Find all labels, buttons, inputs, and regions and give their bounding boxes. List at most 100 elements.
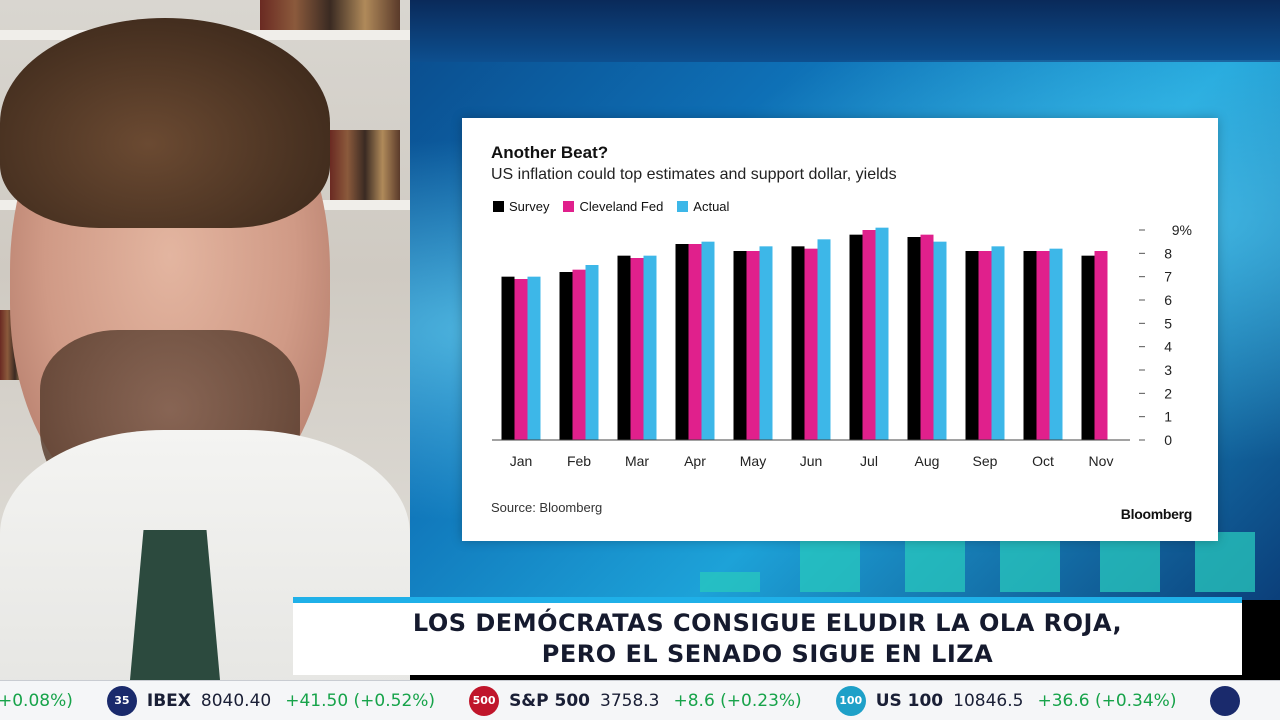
background-bar bbox=[1195, 532, 1255, 592]
bar-survey-aug bbox=[907, 237, 921, 440]
ticker-item: 100 US 100 10846.5 +36.6 (+0.34%) bbox=[835, 685, 1177, 716]
legend-swatch bbox=[563, 201, 575, 212]
chart-source: Source: Bloomberg bbox=[491, 500, 603, 515]
ticker-index-value: 3758.3 bbox=[600, 690, 660, 711]
x-tick-label: Aug bbox=[915, 453, 940, 469]
bar-chart: Jan Feb Mar Apr May Jun Jul Aug Sep Oct Nov 0 1 2 3 4 5 6… bbox=[492, 222, 1192, 469]
bar-survey-may bbox=[733, 251, 747, 440]
y-tick-label: 8 bbox=[1164, 245, 1172, 261]
bar-cleveland-fed-jul bbox=[862, 230, 876, 440]
y-tick-label: 2 bbox=[1164, 385, 1172, 401]
y-tick-label: 1 bbox=[1164, 409, 1172, 425]
legend-label: Survey bbox=[509, 199, 550, 214]
bar-cleveland-fed-mar bbox=[630, 258, 644, 440]
presenter-hair bbox=[0, 18, 330, 228]
bar-actual-oct bbox=[1049, 248, 1063, 440]
market-ticker: +0.08%) 35 IBEX 8040.40 +41.50 (+0.52%) 500 S&… bbox=[0, 680, 1280, 720]
bar-actual-may bbox=[759, 246, 773, 440]
x-tick-label: Jan bbox=[510, 453, 533, 469]
background-bar bbox=[1000, 532, 1060, 592]
y-tick-label: 0 bbox=[1164, 432, 1172, 448]
ticker-index-name: US 100 bbox=[875, 690, 944, 711]
bar-survey-feb bbox=[559, 272, 573, 440]
ticker-badge-icon: 35 bbox=[106, 685, 137, 716]
legend-item-survey: Survey bbox=[493, 199, 549, 214]
bar-cleveland-fed-oct bbox=[1036, 251, 1050, 440]
bar-survey-jun bbox=[791, 246, 805, 440]
legend-item-cleveland-fed: Cleveland Fed bbox=[563, 199, 663, 214]
background-bar bbox=[905, 532, 965, 592]
bar-cleveland-fed-nov bbox=[1094, 251, 1108, 440]
x-tick-label: Jun bbox=[800, 453, 823, 469]
chart-subtitle: US inflation could top estimates and sup… bbox=[491, 166, 897, 183]
background-topbar bbox=[410, 0, 1280, 62]
bar-actual-aug bbox=[933, 241, 947, 440]
background-bar bbox=[800, 532, 860, 592]
x-tick-label: Oct bbox=[1032, 453, 1054, 469]
y-tick-label: 4 bbox=[1164, 339, 1172, 355]
headline-banner: LOS DEMÓCRATAS CONSIGUE ELUDIR LA OLA RO… bbox=[293, 597, 1242, 675]
y-tick-label: 5 bbox=[1164, 315, 1172, 331]
legend-item-actual: Actual bbox=[677, 199, 729, 214]
ticker-item: +0.08%) bbox=[0, 691, 73, 711]
bar-survey-sep bbox=[965, 251, 979, 440]
legend-swatch bbox=[493, 201, 504, 212]
ticker-index-change: +0.08%) bbox=[0, 690, 73, 711]
ticker-item: 35 IBEX 8040.40 +41.50 (+0.52%) bbox=[106, 685, 436, 716]
ticker-badge-icon bbox=[1210, 685, 1241, 716]
x-tick-label: Mar bbox=[625, 453, 649, 469]
presenter-video-feed bbox=[0, 0, 410, 680]
inflation-chart-card: Another Beat? US inflation could top est… bbox=[462, 118, 1218, 541]
y-tick-label: 7 bbox=[1164, 269, 1172, 285]
bar-actual-feb bbox=[585, 265, 599, 440]
bar-survey-nov bbox=[1081, 255, 1095, 440]
bar-actual-jan bbox=[527, 276, 541, 440]
background-bar bbox=[700, 572, 760, 592]
ticker-badge-icon: 100 bbox=[835, 685, 866, 716]
y-tick-label: 6 bbox=[1164, 292, 1172, 308]
legend-swatch bbox=[677, 201, 689, 212]
ticker-index-change: +41.50 (+0.52%) bbox=[285, 690, 436, 711]
x-tick-label: Nov bbox=[1089, 453, 1114, 469]
bar-actual-jun bbox=[817, 239, 831, 440]
bar-survey-apr bbox=[675, 244, 689, 440]
x-tick-label: Apr bbox=[684, 453, 706, 469]
legend-label: Actual bbox=[693, 199, 730, 214]
bar-actual-jul bbox=[875, 227, 889, 440]
ticker-index-name: S&P 500 bbox=[509, 690, 590, 711]
background-bar bbox=[1100, 532, 1160, 592]
bar-cleveland-fed-aug bbox=[920, 234, 934, 440]
bar-survey-oct bbox=[1023, 251, 1037, 440]
ticker-index-value: 8040.40 bbox=[200, 690, 272, 711]
books bbox=[330, 130, 400, 200]
bar-cleveland-fed-jan bbox=[514, 279, 528, 440]
y-tick-label: 3 bbox=[1164, 362, 1172, 378]
ticker-index-name: IBEX bbox=[146, 690, 191, 711]
bar-cleveland-fed-apr bbox=[688, 244, 702, 440]
legend-label: Cleveland Fed bbox=[579, 199, 664, 214]
x-tick-label: Feb bbox=[567, 453, 591, 469]
bar-survey-jul bbox=[849, 234, 863, 440]
headline-line-1: LOS DEMÓCRATAS CONSIGUE ELUDIR LA OLA RO… bbox=[412, 609, 1123, 637]
bar-survey-mar bbox=[617, 255, 631, 440]
x-tick-label: Jul bbox=[860, 453, 878, 469]
chart-legend: Survey Cleveland Fed Actual bbox=[493, 199, 729, 214]
ticker-item: 500 S&P 500 3758.3 +8.6 (+0.23%) bbox=[469, 685, 802, 716]
ticker-index-value: 10846.5 bbox=[953, 690, 1024, 711]
presenter-tie bbox=[130, 530, 220, 680]
headline-line-2: PERO EL SENADO SIGUE EN LIZA bbox=[541, 640, 994, 668]
chart-title: Another Beat? bbox=[491, 143, 609, 162]
bar-cleveland-fed-sep bbox=[978, 251, 992, 440]
bloomberg-logo: Bloomberg bbox=[1120, 506, 1193, 522]
ticker-item bbox=[1210, 685, 1250, 716]
bar-cleveland-fed-may bbox=[746, 251, 760, 440]
bar-actual-sep bbox=[991, 246, 1005, 440]
bar-cleveland-fed-jun bbox=[804, 248, 818, 440]
x-tick-label: May bbox=[740, 453, 766, 469]
bar-actual-mar bbox=[643, 255, 657, 440]
books bbox=[260, 0, 400, 30]
x-tick-label: Sep bbox=[973, 453, 998, 469]
ticker-badge-icon: 500 bbox=[469, 685, 500, 716]
bar-actual-apr bbox=[701, 241, 715, 440]
ticker-index-change: +36.6 (+0.34%) bbox=[1037, 690, 1177, 711]
